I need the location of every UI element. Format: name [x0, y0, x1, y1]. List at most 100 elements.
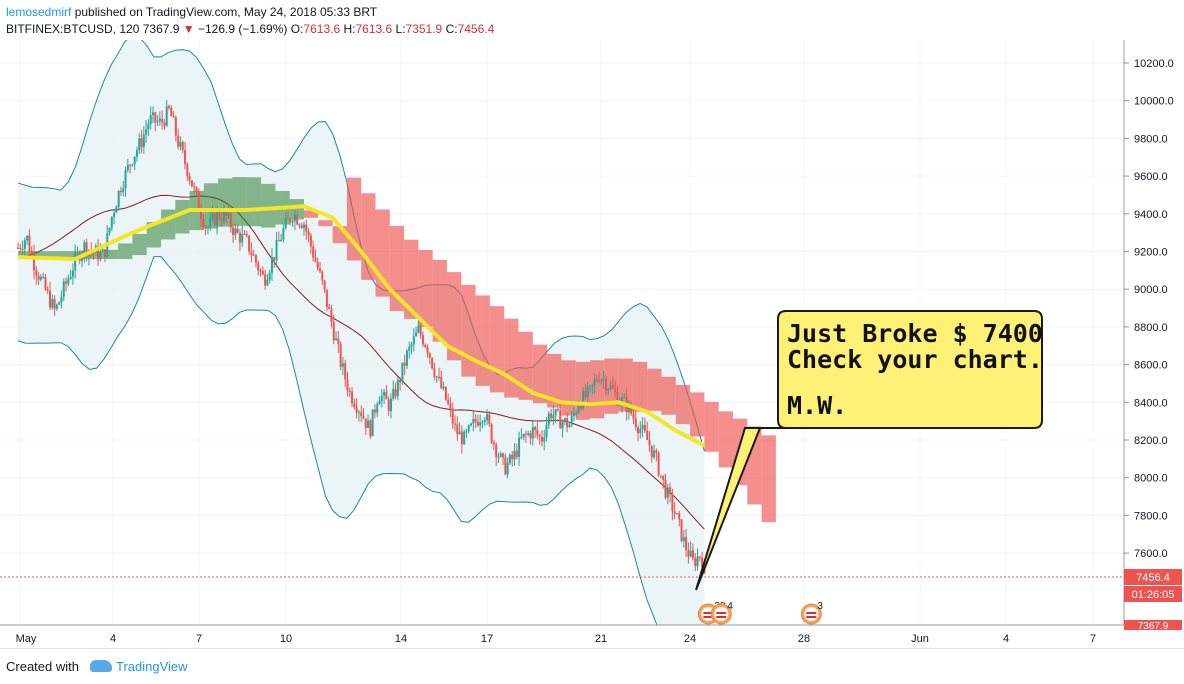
x-tick-label: May [16, 633, 37, 645]
candle-body [305, 224, 308, 232]
candle-body [529, 433, 532, 439]
candle-body [147, 123, 150, 130]
kumo-segment [461, 284, 476, 377]
price-axis[interactable] [1124, 40, 1184, 648]
candle-body [669, 487, 672, 495]
candle-body [605, 379, 608, 391]
candle-body [508, 454, 511, 464]
candle-body [678, 513, 681, 520]
candle-body [232, 227, 235, 236]
y-tick-label: 10000.0 [1134, 96, 1174, 108]
candle-body [351, 391, 354, 404]
candle-body [101, 249, 104, 252]
candle-body [563, 418, 566, 423]
candle-body [685, 537, 688, 550]
candle-body [449, 403, 452, 409]
candle-body [582, 390, 585, 409]
candle-body [172, 116, 175, 118]
candle-body [483, 420, 486, 423]
candle-body [158, 118, 161, 122]
kumo-segment [246, 177, 262, 227]
candle-body [229, 212, 232, 228]
candle-body [303, 224, 305, 228]
candle-body [19, 247, 22, 250]
candle-body [193, 186, 196, 188]
y-tick-label: 9800.0 [1134, 133, 1168, 145]
candle-body [250, 251, 253, 255]
candle-body [174, 117, 177, 136]
kumo-segment [232, 177, 247, 226]
candle-body [506, 463, 509, 475]
candle-body [312, 246, 315, 258]
time-axis[interactable] [0, 625, 1124, 648]
y-tick-label: 8200.0 [1134, 435, 1168, 447]
candle-body [412, 336, 415, 345]
candle-body [584, 390, 587, 398]
x-tick-label: 28 [798, 633, 810, 645]
candle-body [238, 232, 241, 243]
candle-body [357, 412, 360, 414]
high-value: 7613.6 [355, 22, 393, 36]
candle-body [696, 556, 699, 567]
candle-body [577, 406, 580, 413]
cloud-icon [90, 660, 112, 672]
candle-body [23, 240, 26, 249]
candle-body [632, 413, 635, 419]
candle-body [662, 475, 665, 481]
candle-body [479, 422, 482, 426]
y-tick-label: 7800.0 [1134, 510, 1168, 522]
kumo-segment [132, 233, 147, 256]
candle-body [502, 453, 505, 458]
candle-body [380, 395, 383, 402]
kumo-segment [46, 251, 61, 260]
x-tick-label: 14 [395, 633, 407, 645]
x-tick-label: 17 [481, 633, 493, 645]
price-change: −126.9 (−1.69%) [198, 22, 288, 36]
candle-body [687, 549, 690, 557]
kumo-segment [404, 239, 419, 319]
candle-body [113, 212, 116, 217]
callout[interactable]: Just Broke $ 7400 Check your chart. M.W. [695, 310, 1043, 591]
candle-body [511, 454, 514, 460]
tradingview-logo[interactable]: TradingView [90, 659, 188, 674]
candle-body [220, 218, 223, 222]
candle-body [488, 414, 491, 425]
countdown-tag-text: 01:26:05 [1132, 589, 1175, 601]
candle-body [556, 409, 559, 411]
candle-body [437, 376, 440, 378]
candle-body [110, 216, 113, 228]
author-link[interactable]: lemosedmirf [6, 5, 72, 19]
candle-body [435, 376, 438, 378]
kumo-segment [289, 199, 304, 220]
candle-body [650, 445, 653, 458]
price-chart[interactable]: Just Broke $ 7400 Check your chart. M.W.… [0, 40, 1184, 648]
candle-body [307, 231, 310, 236]
candle-body [270, 257, 273, 273]
event-flag-stripe [703, 616, 714, 618]
kumo-segment [718, 411, 733, 468]
candle-body [316, 261, 319, 269]
kumo-segment [161, 209, 176, 240]
candle-body [646, 431, 649, 440]
candle-body [177, 135, 180, 147]
candle-body [282, 228, 285, 240]
bottom-price-tag-text: 7367.9 [1138, 621, 1169, 632]
candle-body [264, 274, 267, 286]
candle-body [293, 215, 296, 222]
candle-body [325, 289, 328, 308]
open-label: O: [290, 22, 304, 36]
economic-events[interactable]: 3043 [697, 601, 823, 625]
symbol-label: BITFINEX:BTCUSD, 120 [6, 22, 140, 36]
candle-body [408, 346, 411, 351]
down-arrow-icon: ▼ [182, 22, 195, 36]
candle-body [140, 138, 143, 148]
candle-body [572, 413, 575, 416]
close-label: C: [445, 22, 458, 36]
candle-body [666, 487, 669, 498]
candle-body [99, 251, 102, 260]
candle-body [458, 431, 461, 435]
candle-body [639, 429, 642, 434]
candle-body [405, 350, 408, 366]
candle-body [385, 391, 388, 400]
candle-body [195, 187, 198, 192]
